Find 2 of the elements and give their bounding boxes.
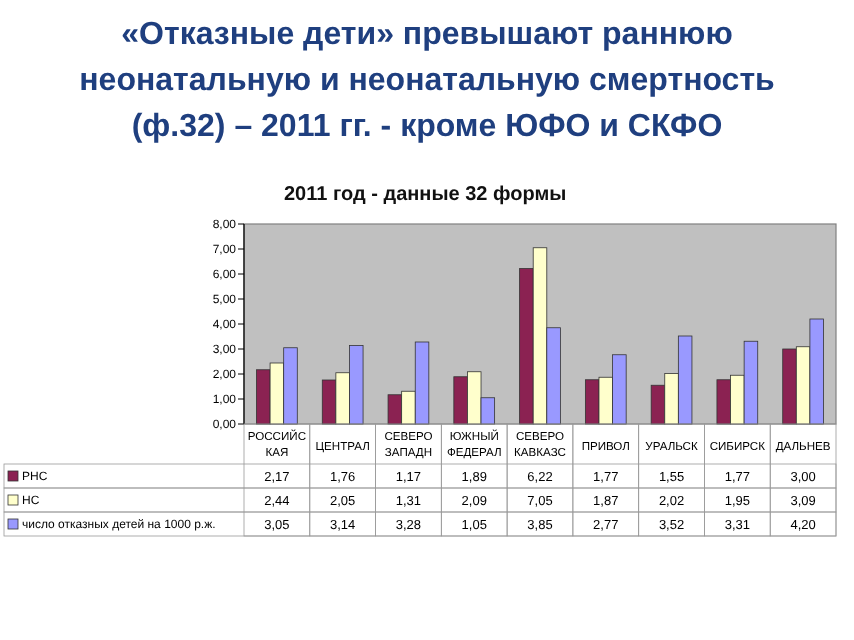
- chart-title: «Отказные дети» превышают раннюю неонатальную и неонатальную смертность (ф.32) – 2011 гг. - кроме ЮФО и СКФО: [79, 18, 776, 144]
- chart-subtitle: 2011 год - данные 32 формы: [284, 184, 567, 206]
